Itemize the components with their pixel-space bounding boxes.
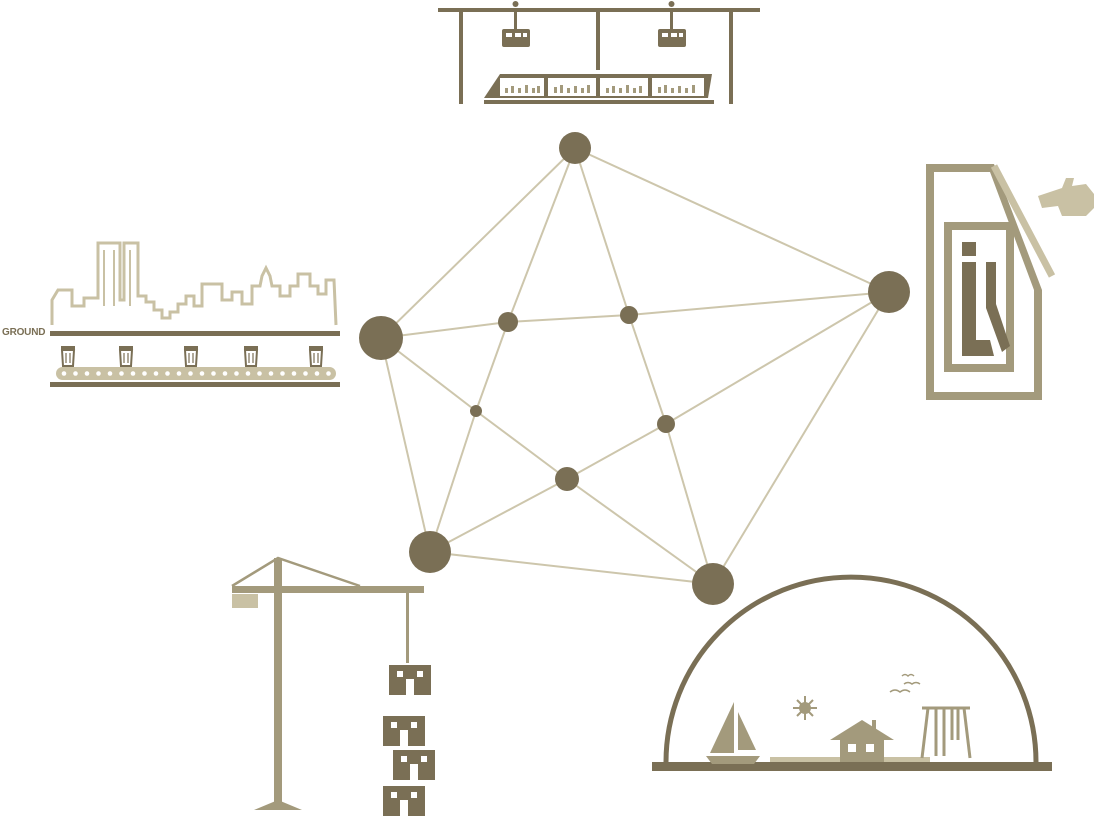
network-edge xyxy=(429,551,714,585)
network-edge xyxy=(574,147,890,293)
conveyor-roller xyxy=(130,371,136,376)
network-edge xyxy=(380,337,431,553)
network-edge xyxy=(475,321,509,412)
network-edge xyxy=(566,423,667,480)
network-node xyxy=(555,467,579,491)
network-edge xyxy=(429,410,477,553)
trash-can-icon xyxy=(183,346,199,367)
building-block xyxy=(389,665,431,695)
conveyor-roller xyxy=(73,371,78,376)
cable-car-icon xyxy=(438,1,760,104)
network-edge xyxy=(712,291,890,585)
conveyor-roller xyxy=(96,371,101,376)
conveyor-roller xyxy=(326,371,331,376)
network-node xyxy=(559,132,591,164)
conveyor-roller xyxy=(165,371,170,376)
trash-can-icon xyxy=(243,346,259,367)
info-kiosk-icon xyxy=(926,164,1042,400)
conveyor-roller xyxy=(314,371,320,376)
network-edge xyxy=(665,423,714,585)
network-node xyxy=(620,306,638,324)
network-edge xyxy=(429,478,568,553)
conveyor-roller xyxy=(291,371,297,376)
conveyor-roller xyxy=(176,371,182,376)
network-edge xyxy=(628,291,890,316)
tower-crane-icon xyxy=(231,556,424,810)
building-block xyxy=(383,786,425,816)
network-graph xyxy=(359,132,910,605)
conveyor-roller xyxy=(61,371,67,376)
dome-habitat-icon xyxy=(652,574,1052,771)
network-node xyxy=(692,563,734,605)
network-node xyxy=(470,405,482,417)
network-node xyxy=(868,271,910,313)
building-block xyxy=(393,750,435,780)
network-edge xyxy=(380,147,576,339)
network-edge xyxy=(475,410,568,480)
conveyor-roller xyxy=(257,371,262,376)
conveyor-roller xyxy=(84,371,90,376)
network-node xyxy=(498,312,518,332)
network-edge xyxy=(665,291,890,425)
conveyor-roller xyxy=(188,371,193,376)
network-edge xyxy=(507,314,630,323)
conveyor-roller xyxy=(142,371,147,376)
conveyor-roller xyxy=(268,371,274,376)
conveyor-roller xyxy=(280,371,285,376)
conveyor-roller xyxy=(153,371,159,376)
conveyor-roller xyxy=(119,371,124,376)
pointing-hand-icon xyxy=(990,164,1094,278)
building-block xyxy=(383,716,425,746)
conveyor-roller xyxy=(245,371,251,376)
trash-can-icon xyxy=(60,346,76,367)
conveyor-roller xyxy=(211,371,216,376)
network-node xyxy=(409,531,451,573)
network-edge xyxy=(574,147,630,316)
conveyor-roller xyxy=(199,371,205,376)
network-edge xyxy=(507,147,576,323)
network-node xyxy=(657,415,675,433)
trash-can-icon xyxy=(118,346,134,367)
conveyor-roller xyxy=(222,371,228,376)
conveyor-roller xyxy=(107,371,113,376)
ground-label: GROUND xyxy=(2,327,46,338)
trash-can-icon xyxy=(308,346,324,367)
network-edge xyxy=(566,478,714,585)
conveyor-roller xyxy=(234,371,239,376)
network-edge xyxy=(628,314,667,425)
conveyor-roller xyxy=(303,371,308,376)
network-node xyxy=(359,316,403,360)
modular-blocks-icon xyxy=(383,665,435,816)
underground-conveyor-icon xyxy=(50,331,340,387)
city-skyline-icon xyxy=(50,241,338,326)
